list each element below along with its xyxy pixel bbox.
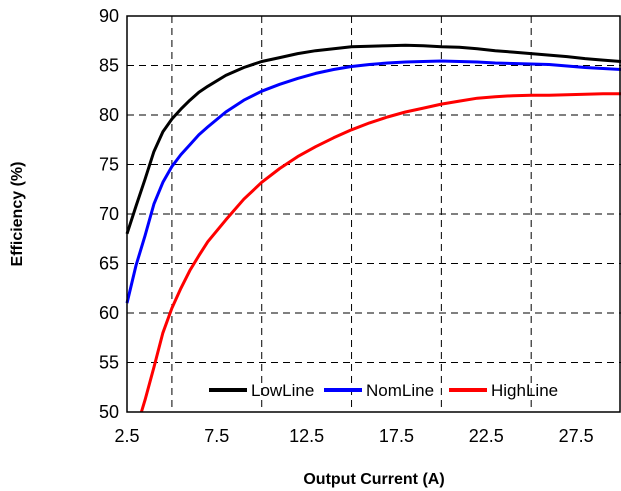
x-tick-label: 27.5 [559, 426, 594, 446]
legend-label-lowline: LowLine [251, 381, 314, 400]
x-tick-label: 7.5 [204, 426, 229, 446]
y-axis-ticks: 50 55 60 65 70 75 80 85 90 [99, 6, 119, 422]
x-tick-label: 12.5 [289, 426, 324, 446]
y-tick-label: 50 [99, 402, 119, 422]
x-axis-title: Output Current (A) [303, 471, 444, 488]
series-line-nomline [125, 59, 621, 304]
y-tick-label: 65 [99, 254, 119, 274]
grid-lines [127, 16, 621, 412]
y-tick-label: 60 [99, 303, 119, 323]
y-tick-label: 90 [99, 6, 119, 26]
legend: LowLine NomLine HighLine [209, 381, 558, 400]
series-line-lowline [125, 43, 621, 235]
y-tick-label: 70 [99, 204, 119, 224]
series-lines [125, 43, 621, 413]
x-tick-label: 22.5 [469, 426, 504, 446]
legend-label-highline: HighLine [491, 381, 558, 400]
y-tick-label: 55 [99, 353, 119, 373]
y-tick-label: 85 [99, 56, 119, 76]
x-axis-ticks: 2.5 7.5 12.5 17.5 22.5 27.5 [114, 426, 593, 446]
legend-label-nomline: NomLine [366, 381, 434, 400]
x-tick-label: 2.5 [114, 426, 139, 446]
y-axis-title: Efficiency (%) [9, 162, 26, 267]
y-tick-label: 75 [99, 155, 119, 175]
y-tick-label: 80 [99, 105, 119, 125]
plot-area-frame [126, 15, 621, 413]
series-line-highline [139, 92, 621, 413]
x-tick-label: 17.5 [379, 426, 414, 446]
